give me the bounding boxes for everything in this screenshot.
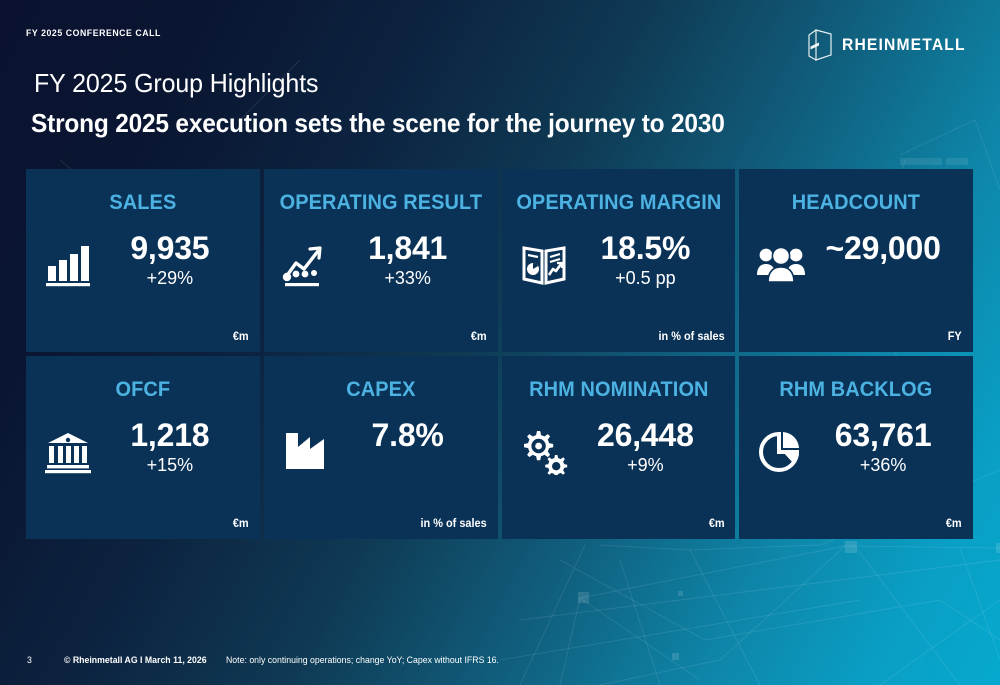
kpi-body: 63,761 +36% xyxy=(739,418,973,480)
kpi-values: 7.8% xyxy=(334,418,498,454)
open-book-report-icon xyxy=(516,237,572,293)
kpi-body: 18.5% +0.5 pp xyxy=(502,231,736,293)
page-title: FY 2025 Group Highlights xyxy=(34,68,319,98)
bar-chart-icon xyxy=(40,237,96,293)
kpi-values: 1,841 +33% xyxy=(334,231,498,289)
kpi-unit: FY xyxy=(948,331,962,343)
kpi-card-headcount[interactable]: HEADCOUNT ~29,000 FY xyxy=(739,169,973,352)
kpi-values: 9,935 +29% xyxy=(96,231,260,289)
kpi-body: 1,841 +33% xyxy=(264,231,498,293)
kpi-change: +0.5 pp xyxy=(615,267,676,288)
kpi-value: 26,448 xyxy=(597,417,694,453)
kpi-values: 1,218 +15% xyxy=(96,418,260,476)
kpi-card-rhm-nomination[interactable]: RHM NOMINATION xyxy=(501,356,736,539)
kpi-change: +36% xyxy=(859,454,907,475)
kpi-unit: €m xyxy=(232,518,249,530)
kpi-body: 7.8% xyxy=(264,418,498,480)
factory-icon xyxy=(278,424,334,480)
kpi-body: 9,935 +29% xyxy=(26,231,260,293)
kpi-title: SALES xyxy=(109,191,177,214)
kpi-title: RHM NOMINATION xyxy=(528,378,709,401)
kpi-title: RHM BACKLOG xyxy=(779,378,933,401)
kpi-values: 26,448 +9% xyxy=(572,418,736,476)
kpi-unit: €m xyxy=(708,518,725,530)
kpi-title: OPERATING RESULT xyxy=(279,191,482,214)
kpi-value: 1,841 xyxy=(368,230,448,266)
eyebrow-label: FY 2025 CONFERENCE CALL xyxy=(26,28,161,39)
rheinmetall-logo-icon xyxy=(808,29,832,61)
kpi-unit: in % of sales xyxy=(658,331,725,343)
page-headline: Strong 2025 execution sets the scene for… xyxy=(31,108,725,138)
kpi-unit: €m xyxy=(470,331,487,343)
kpi-values: 63,761 +36% xyxy=(809,418,973,476)
kpi-unit: in % of sales xyxy=(420,518,487,530)
kpi-title: OPERATING MARGIN xyxy=(515,191,721,214)
kpi-value: 18.5% xyxy=(600,230,691,266)
kpi-title: OFCF xyxy=(115,378,171,401)
rheinmetall-logo: RHEINMETALL xyxy=(807,28,972,62)
footnote-label: Note: only continuing operations; change… xyxy=(226,655,499,666)
kpi-unit: €m xyxy=(232,331,249,343)
kpi-body: 26,448 +9% xyxy=(502,418,736,480)
kpi-value: ~29,000 xyxy=(825,230,941,266)
kpi-values: 18.5% +0.5 pp xyxy=(572,231,736,289)
kpi-title: CAPEX xyxy=(346,378,416,401)
kpi-card-capex[interactable]: CAPEX 7.8% in % of sales xyxy=(263,356,498,539)
page-number: 3 xyxy=(27,655,32,666)
kpi-card-sales[interactable]: SALES 9,935 +29% €m xyxy=(26,169,260,352)
kpi-change: +33% xyxy=(384,267,431,288)
kpi-body: ~29,000 xyxy=(739,231,973,293)
copyright-label: © Rheinmetall AG I March 11, 2026 xyxy=(64,655,207,666)
kpi-unit: €m xyxy=(946,518,962,530)
kpi-card-rhm-backlog[interactable]: RHM BACKLOG 63,761 +36% €m xyxy=(739,356,973,539)
kpi-value: 63,761 xyxy=(834,417,932,453)
bank-building-icon xyxy=(40,424,96,480)
kpi-change: +9% xyxy=(627,454,664,475)
pie-chart-icon xyxy=(753,424,809,480)
kpi-grid: SALES 9,935 +29% €m xyxy=(26,169,973,539)
kpi-change: +29% xyxy=(146,267,194,288)
kpi-card-ofcf[interactable]: OFCF 1,218 xyxy=(26,356,260,539)
kpi-card-operating-margin[interactable]: OPERATING MARGIN xyxy=(501,169,736,352)
logo-wordmark: RHEINMETALL xyxy=(841,35,966,54)
kpi-card-operating-result[interactable]: OPERATING RESULT 1,841 +33% xyxy=(263,169,498,352)
kpi-body: 1,218 +15% xyxy=(26,418,260,480)
kpi-value: 9,935 xyxy=(130,230,210,266)
trending-up-line-chart-icon xyxy=(278,237,334,293)
kpi-value: 7.8% xyxy=(371,417,444,453)
kpi-value: 1,218 xyxy=(130,417,210,453)
kpi-title: HEADCOUNT xyxy=(791,191,921,214)
footer: 3 © Rheinmetall AG I March 11, 2026 Note… xyxy=(0,655,1000,671)
kpi-values: ~29,000 xyxy=(809,231,973,267)
kpi-change: +15% xyxy=(146,454,194,475)
gears-icon xyxy=(516,424,572,480)
people-group-icon xyxy=(753,237,809,293)
